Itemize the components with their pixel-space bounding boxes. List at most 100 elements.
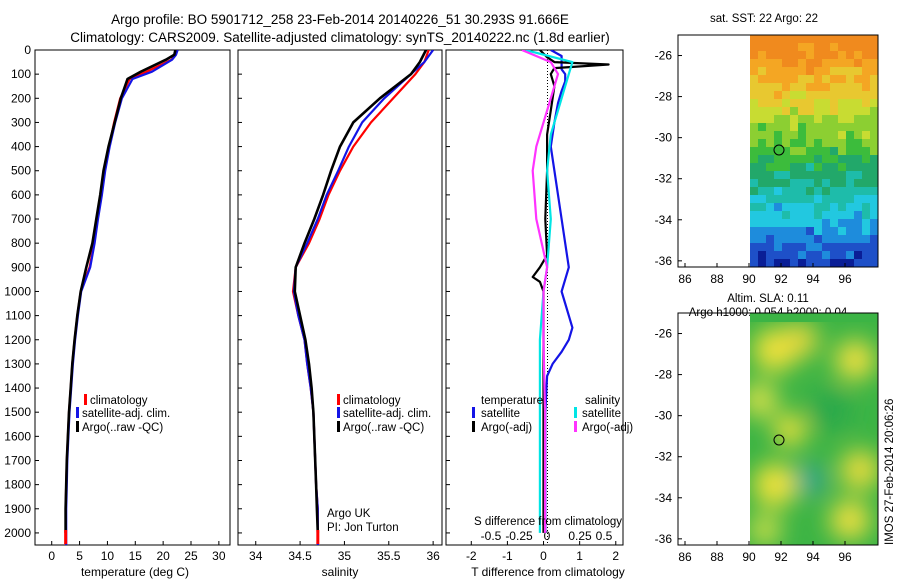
sst-pixel [750,243,758,251]
sst-pixel [790,163,798,171]
profile-line [64,50,178,545]
sst-pixel [750,251,758,259]
sst-pixel [846,35,854,43]
sst-pixel [774,235,782,243]
sst-pixel [822,219,830,227]
sst-pixel [790,35,798,43]
sst-pixel [846,259,854,267]
sst-pixel [870,59,878,67]
sst-pixel [838,35,846,43]
sst-pixel [782,43,790,51]
sst-pixel [814,227,822,235]
sla-blob [782,322,818,358]
sst-pixel [758,67,766,75]
sst-pixel [838,219,846,227]
sst-pixel [758,219,766,227]
sst-pixel [814,179,822,187]
sst-pixel [798,211,806,219]
sst-pixel [854,139,862,147]
sst-pixel [862,131,870,139]
sst-pixel [838,43,846,51]
sst-pixel [790,91,798,99]
sst-pixel [774,51,782,59]
x-tick-label: 34 [249,549,263,563]
sst-pixel [862,259,870,267]
sst-pixel [838,83,846,91]
sst-pixel [758,227,766,235]
legend-label-climatology: climatology [90,395,148,407]
map-x-tick-label: 88 [710,550,724,564]
sst-pixel [750,115,758,123]
sst-pixel [822,83,830,91]
sst-pixel [782,179,790,187]
sst-pixel [822,171,830,179]
profile-line [64,50,177,533]
sst-pixel [806,123,814,131]
sst-pixel [774,115,782,123]
sst-pixel [774,91,782,99]
legend-label-t-argo: Argo(-adj) [481,422,532,434]
sst-pixel [782,91,790,99]
sst-pixel [814,91,822,99]
sst-pixel [846,59,854,67]
sst-pixel [846,179,854,187]
sst-pixel [758,155,766,163]
sst-pixel [862,67,870,75]
legend-title-salinity: salinity [585,395,620,407]
sst-pixel [870,107,878,115]
sst-pixel [814,147,822,155]
sst-pixel [782,123,790,131]
x-tick-label: 0 [540,549,547,563]
sst-pixel [870,203,878,211]
legend-swatch-s-argo [574,421,577,432]
sst-pixel [782,195,790,203]
legend-swatch-argo [337,421,340,432]
sst-pixel [806,251,814,259]
sst-pixel [862,195,870,203]
depth-tick-label: 1300 [4,357,31,371]
title-line-1: Argo profile: BO 5901712_258 23-Feb-2014… [111,12,569,27]
sst-pixel [870,187,878,195]
sst-pixel [782,131,790,139]
sst-pixel [870,251,878,259]
x-tick-label: -2 [466,549,477,563]
sst-pixel [806,163,814,171]
sst-pixel [806,235,814,243]
map-y-tick-label: -36 [655,532,673,546]
sst-pixel [838,235,846,243]
sst-pixel [854,243,862,251]
s-diff-tick-label: 0 [544,529,551,543]
depth-tick-label: 1800 [4,478,31,492]
sst-pixel [790,155,798,163]
x-tick-label: 0 [48,549,55,563]
sst-pixel [782,259,790,267]
sst-pixel [854,115,862,123]
sst-pixel [854,51,862,59]
sst-pixel [862,211,870,219]
sst-pixel [854,147,862,155]
sla-blob [753,463,797,507]
sst-pixel [758,203,766,211]
sst-pixel [758,107,766,115]
depth-tick-label: 0 [24,43,31,57]
sst-pixel [846,51,854,59]
sst-pixel [766,67,774,75]
float-pi: PI: Jon Turton [327,522,399,534]
map-y-tick-label: -28 [655,368,673,382]
sst-pixel [862,219,870,227]
sst-pixel [798,131,806,139]
sst-pixel [758,115,766,123]
depth-tick-label: 1500 [4,405,31,419]
sst-pixel [774,147,782,155]
sst-pixel [822,43,830,51]
sst-pixel [766,155,774,163]
sst-pixel [838,123,846,131]
sst-pixel [846,107,854,115]
legend-label-satellite: satellite-adj. clim. [82,408,170,420]
sst-pixel [846,147,854,155]
sst-pixel [846,243,854,251]
sst-pixel [798,155,806,163]
sst-pixel [862,107,870,115]
sst-pixel [774,99,782,107]
sst-pixel [846,203,854,211]
